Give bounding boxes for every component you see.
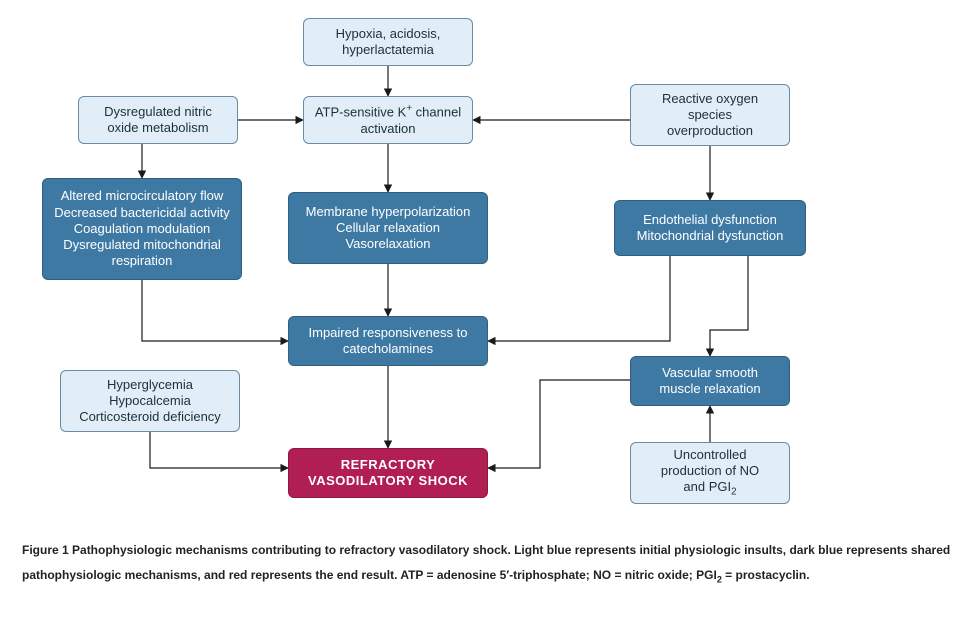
node-endothelial: Endothelial dysfunctionMitochondrial dys… — [614, 200, 806, 256]
node-atp-channel: ATP-sensitive K+ channelactivation — [303, 96, 473, 144]
node-hypoxia: Hypoxia, acidosis,hyperlactatemia — [303, 18, 473, 66]
edge — [150, 432, 288, 468]
node-label: Dysregulated nitricoxide metabolism — [104, 104, 212, 137]
node-label: Uncontrolledproduction of NOand PGI2 — [661, 447, 759, 499]
node-altered-flow: Altered microcirculatory flowDecreased b… — [42, 178, 242, 280]
node-label: Hypoxia, acidosis,hyperlactatemia — [336, 26, 441, 59]
node-hyperglycemia: HyperglycemiaHypocalcemiaCorticosteroid … — [60, 370, 240, 432]
node-nitric-oxide: Dysregulated nitricoxide metabolism — [78, 96, 238, 144]
node-label: REFRACTORYVASODILATORY SHOCK — [308, 457, 468, 490]
node-reactive-oxygen: Reactive oxygenspeciesoverproduction — [630, 84, 790, 146]
node-uncontrolled: Uncontrolledproduction of NOand PGI2 — [630, 442, 790, 504]
edge — [142, 280, 288, 341]
node-label: Membrane hyperpolarizationCellular relax… — [306, 204, 471, 253]
flowchart-canvas: Hypoxia, acidosis,hyperlactatemia Dysreg… — [0, 0, 973, 626]
edge — [488, 256, 670, 341]
node-label: ATP-sensitive K+ channelactivation — [315, 103, 461, 137]
node-label: Altered microcirculatory flowDecreased b… — [54, 188, 230, 269]
node-label: Endothelial dysfunctionMitochondrial dys… — [637, 212, 784, 245]
node-impaired: Impaired responsiveness tocatecholamines — [288, 316, 488, 366]
caption-text: Figure 1 Pathophysiologic mechanisms con… — [22, 543, 950, 582]
node-membrane: Membrane hyperpolarizationCellular relax… — [288, 192, 488, 264]
node-label: Impaired responsiveness tocatecholamines — [309, 325, 468, 358]
node-label: Vascular smoothmuscle relaxation — [659, 365, 760, 398]
node-label: HyperglycemiaHypocalcemiaCorticosteroid … — [79, 377, 221, 426]
edges-layer — [0, 0, 973, 626]
edge — [710, 256, 748, 356]
edge — [488, 380, 630, 468]
node-label: Reactive oxygenspeciesoverproduction — [662, 91, 758, 140]
node-vascular: Vascular smoothmuscle relaxation — [630, 356, 790, 406]
node-refractory-shock: REFRACTORYVASODILATORY SHOCK — [288, 448, 488, 498]
figure-caption: Figure 1 Pathophysiologic mechanisms con… — [22, 538, 951, 589]
